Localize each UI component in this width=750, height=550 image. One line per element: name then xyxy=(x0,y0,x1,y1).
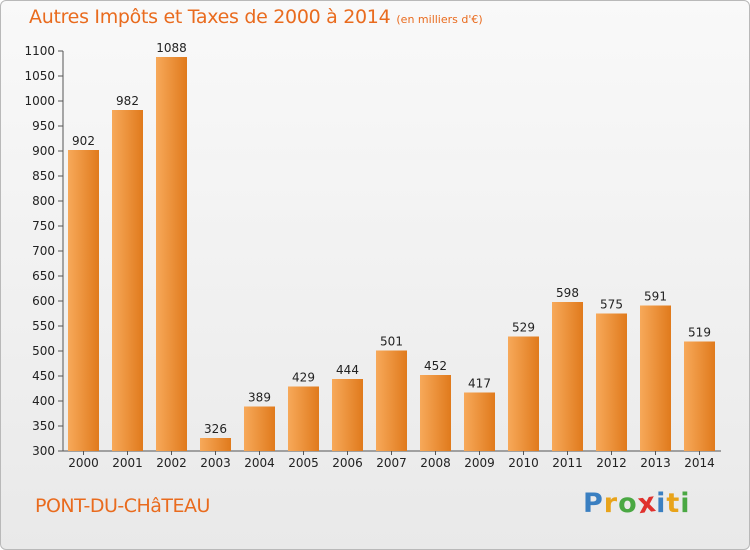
bar-2012 xyxy=(596,313,627,451)
y-tick-label: 650 xyxy=(32,269,55,283)
chart-unit: (en milliers d'€) xyxy=(396,13,483,26)
logo-letter: t xyxy=(666,488,681,519)
x-tick-label-2003: 2003 xyxy=(200,456,231,470)
y-tick-label: 750 xyxy=(32,219,55,233)
bar-2009 xyxy=(464,392,495,451)
bar-2008 xyxy=(420,375,451,451)
y-tick-label: 700 xyxy=(32,244,55,258)
y-tick-label: 900 xyxy=(32,144,55,158)
y-tick-label: 350 xyxy=(32,419,55,433)
x-tick-label-2004: 2004 xyxy=(244,456,275,470)
logo-letter: i xyxy=(680,488,691,519)
chart-title-text: Autres Impôts et Taxes de 2000 à 2014 xyxy=(29,6,391,28)
y-tick-label: 1000 xyxy=(24,94,55,108)
bar-2010 xyxy=(508,336,539,451)
bar-2003 xyxy=(200,438,231,451)
y-tick-label: 600 xyxy=(32,294,55,308)
bar-2004 xyxy=(244,406,275,451)
value-label-2007: 501 xyxy=(380,335,403,349)
value-label-2010: 529 xyxy=(512,321,535,335)
value-label-2014: 519 xyxy=(688,326,711,340)
y-tick-label: 500 xyxy=(32,344,55,358)
y-tick-label: 850 xyxy=(32,169,55,183)
y-tick-label: 450 xyxy=(32,369,55,383)
x-tick-label-2002: 2002 xyxy=(156,456,187,470)
logo-letter: r xyxy=(603,488,619,519)
y-tick-label: 400 xyxy=(32,394,55,408)
bar-2013 xyxy=(640,305,671,451)
value-label-2005: 429 xyxy=(292,371,315,385)
bar-2000 xyxy=(68,150,99,451)
value-label-2002: 1088 xyxy=(156,41,187,55)
x-tick-label-2010: 2010 xyxy=(508,456,539,470)
x-tick-label-2013: 2013 xyxy=(640,456,671,470)
y-tick-label: 1100 xyxy=(24,44,55,58)
x-tick-label-2008: 2008 xyxy=(420,456,451,470)
commune-name: PONT-DU-CHâTEAU xyxy=(35,495,210,517)
value-label-2001: 982 xyxy=(116,94,139,108)
logo-letter: i xyxy=(656,488,667,519)
y-tick-label: 1050 xyxy=(24,69,55,83)
value-label-2000: 902 xyxy=(72,134,95,148)
chart-title: Autres Impôts et Taxes de 2000 à 2014 (en… xyxy=(29,6,483,28)
proxiti-logo: Proxiti xyxy=(583,486,691,521)
bar-2001 xyxy=(112,110,143,451)
y-tick-label: 550 xyxy=(32,319,55,333)
x-tick-label-2006: 2006 xyxy=(332,456,363,470)
value-label-2006: 444 xyxy=(336,363,359,377)
bar-2007 xyxy=(376,350,407,451)
x-tick-label-2000: 2000 xyxy=(68,456,99,470)
x-tick-label-2011: 2011 xyxy=(552,456,583,470)
x-axis: 2000 2001 2002 2003 2004 2005 2006 2007 2008 2009… xyxy=(68,451,715,470)
bars: 902 982 1088 326 389 429 444 501 452 417 529 598 575… xyxy=(68,41,715,451)
logo-letter: o xyxy=(618,488,638,519)
x-tick-label-2001: 2001 xyxy=(112,456,143,470)
y-tick-label: 950 xyxy=(32,119,55,133)
value-label-2003: 326 xyxy=(204,422,227,436)
value-label-2013: 591 xyxy=(644,290,667,304)
x-tick-label-2014: 2014 xyxy=(684,456,715,470)
value-label-2004: 389 xyxy=(248,391,271,405)
bar-2002 xyxy=(156,57,187,451)
bar-2005 xyxy=(288,386,319,451)
bar-2014 xyxy=(684,341,715,451)
bar-2011 xyxy=(552,302,583,451)
value-label-2009: 417 xyxy=(468,377,491,391)
x-tick-label-2012: 2012 xyxy=(596,456,627,470)
logo-letter: x xyxy=(635,486,659,521)
y-tick-label: 300 xyxy=(32,444,55,458)
value-label-2012: 575 xyxy=(600,298,623,312)
x-tick-label-2009: 2009 xyxy=(464,456,495,470)
y-tick-label: 800 xyxy=(32,194,55,208)
bar-2006 xyxy=(332,379,363,451)
x-tick-label-2005: 2005 xyxy=(288,456,319,470)
value-label-2008: 452 xyxy=(424,359,447,373)
value-label-2011: 598 xyxy=(556,286,579,300)
logo-letter: P xyxy=(583,488,604,519)
x-tick-label-2007: 2007 xyxy=(376,456,407,470)
